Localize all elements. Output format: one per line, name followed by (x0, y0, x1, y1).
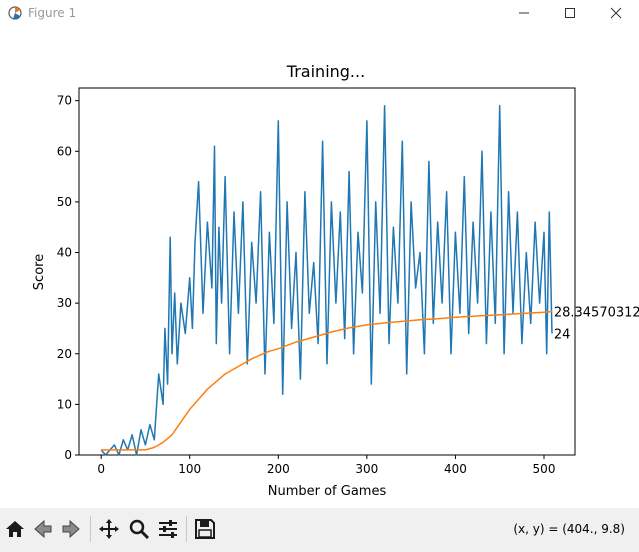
maximize-icon (565, 8, 575, 18)
maximize-button[interactable] (547, 0, 593, 26)
zoom-button[interactable] (126, 516, 152, 542)
home-button[interactable] (2, 516, 28, 542)
save-button[interactable] (192, 516, 218, 542)
pan-button[interactable] (96, 516, 122, 542)
series-line-1 (100, 104, 553, 456)
series-line-2 (101, 310, 553, 451)
x-tick-label: 0 (97, 462, 105, 476)
y-axis-ticks: 0 10 20 30 40 50 60 70 (57, 94, 79, 462)
forward-button[interactable] (58, 516, 84, 542)
navigation-toolbar: (x, y) = (404., 9.8) (0, 508, 639, 552)
back-button[interactable] (30, 516, 56, 542)
x-tick-label: 300 (355, 462, 378, 476)
window-title: Figure 1 (28, 6, 77, 20)
home-icon (6, 521, 24, 537)
axes-frame (78, 87, 576, 456)
toolbar-separator (90, 516, 91, 542)
magnifier-icon (129, 519, 150, 540)
plot-area: Training... 0 100 200 300 400 500 0 10 20 30 40 50… (32, 62, 639, 499)
y-tick-label: 60 (57, 144, 72, 158)
x-tick-label: 200 (267, 462, 290, 476)
annotation-label: 24 (554, 328, 571, 343)
matplotlib-app-icon (8, 6, 22, 20)
y-axis-label: Score (32, 254, 47, 290)
y-tick-label: 40 (57, 246, 72, 260)
title-bar: Figure 1 (0, 0, 639, 26)
y-tick-label: 70 (57, 94, 72, 108)
y-tick-label: 50 (57, 195, 72, 209)
series-layer (100, 104, 553, 456)
x-axis-label: Number of Games (268, 484, 387, 499)
configure-subplots-button[interactable] (155, 516, 181, 542)
annotation-label: 28.34570312 (554, 305, 639, 320)
close-icon (610, 7, 622, 19)
x-tick-label: 500 (533, 462, 556, 476)
annotations: 28.34570312 24 (554, 305, 639, 342)
y-tick-label: 20 (57, 347, 72, 361)
toolbar-separator (186, 516, 187, 542)
forward-arrow-icon (62, 519, 80, 539)
x-tick-label: 400 (444, 462, 467, 476)
figure-canvas[interactable]: Training... 0 100 200 300 400 500 0 10 20 30 40 50… (0, 26, 639, 508)
y-tick-label: 10 (57, 397, 72, 411)
minimize-icon (519, 12, 529, 14)
cursor-coordinates: (x, y) = (404., 9.8) (513, 522, 625, 536)
chart-title: Training... (286, 62, 365, 81)
sliders-icon (159, 520, 177, 538)
x-axis-ticks: 0 100 200 300 400 500 (97, 455, 555, 476)
x-tick-label: 100 (178, 462, 201, 476)
y-tick-label: 30 (57, 296, 72, 310)
floppy-disk-icon (195, 519, 215, 539)
pan-arrows-icon (99, 519, 119, 539)
minimize-button[interactable] (501, 0, 547, 26)
y-tick-label: 0 (64, 448, 72, 462)
close-button[interactable] (593, 0, 639, 26)
back-arrow-icon (34, 519, 52, 539)
